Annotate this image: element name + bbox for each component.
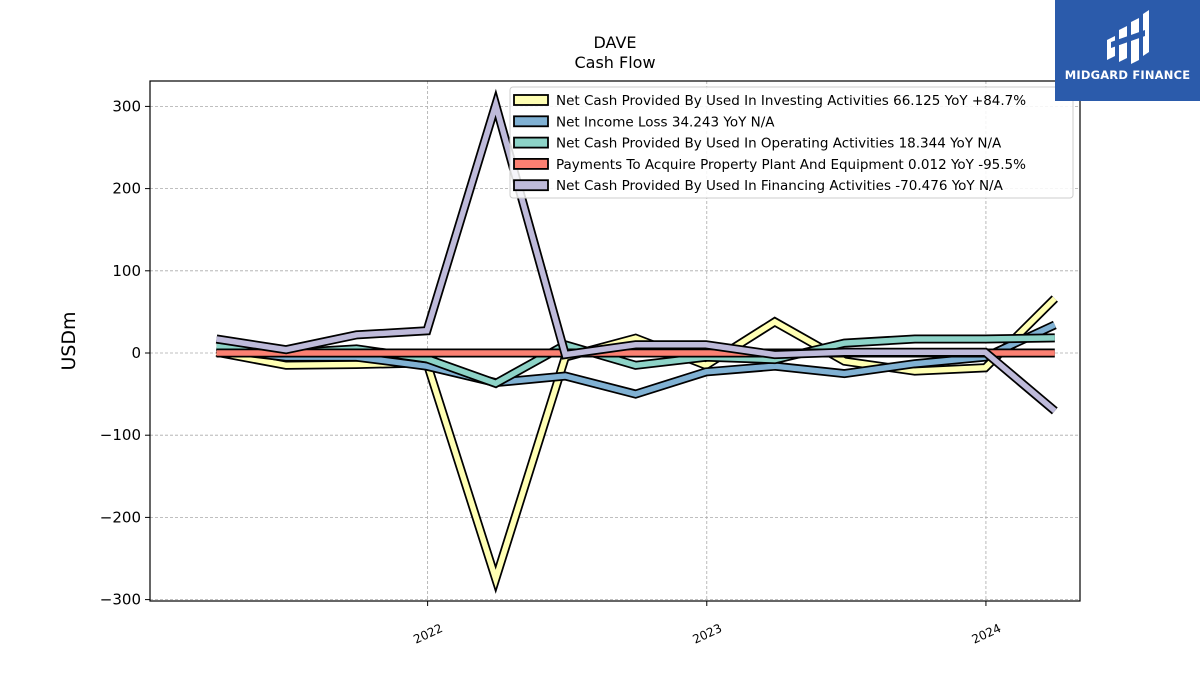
legend-label: Net Cash Provided By Used In Investing A… [556,93,1026,109]
x-tick-label: 2023 [690,621,724,647]
series-line-stroke [216,94,1057,414]
plot-frame [149,80,1081,602]
legend-label: Net Cash Provided By Used In Financing A… [556,178,1004,194]
brand-name: MIDGARD FINANCE [1064,68,1191,82]
legend-swatch [513,179,549,192]
y-tick-label: −200 [100,508,141,526]
y-tick-label: 0 [131,344,141,362]
legend: Net Cash Provided By Used In Investing A… [509,86,1074,199]
legend-swatch [513,157,549,170]
x-axis: 2022 2023 2024 [411,601,1003,647]
legend-label: Payments To Acquire Property Plant And E… [556,157,1026,173]
series-lines [215,88,1058,594]
y-axis-label: USDm [58,311,80,370]
legend-swatch [513,94,549,106]
series-line [215,88,1058,415]
x-tick-label: 2022 [411,621,445,647]
legend-label: Net Cash Provided By Used In Operating A… [556,136,1002,152]
y-tick-label: 100 [112,262,141,280]
chart-subtitle: Cash Flow [574,53,655,72]
y-tick-label: −100 [100,426,141,444]
y-axis: 300 200 100 0 −100 −200 −300 [100,97,150,609]
legend-label: Net Income Loss 34.243 YoY N/A [556,114,775,130]
legend-swatch [513,136,549,149]
legend-swatch [513,115,549,128]
brand-logo: MIDGARD FINANCE [1055,0,1200,101]
y-tick-label: 200 [112,180,141,198]
series-line-stroke [215,296,1057,589]
y-tick-label: 300 [112,97,141,115]
chart-title: DAVE [593,33,636,52]
series-line [215,295,1058,594]
legend-box [509,86,1074,199]
midgard-logo-icon [1107,10,1149,64]
y-tick-label: −300 [100,591,141,609]
x-tick-label: 2024 [970,621,1004,647]
